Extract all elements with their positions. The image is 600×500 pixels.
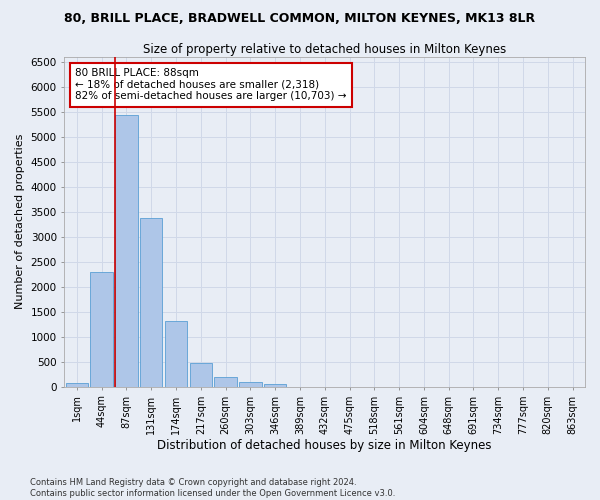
Bar xyxy=(264,384,286,387)
Bar xyxy=(65,383,88,387)
Y-axis label: Number of detached properties: Number of detached properties xyxy=(15,134,25,310)
Bar xyxy=(115,115,137,387)
Bar xyxy=(140,218,163,387)
Title: Size of property relative to detached houses in Milton Keynes: Size of property relative to detached ho… xyxy=(143,42,506,56)
Bar xyxy=(91,272,113,387)
Text: Contains HM Land Registry data © Crown copyright and database right 2024.
Contai: Contains HM Land Registry data © Crown c… xyxy=(30,478,395,498)
X-axis label: Distribution of detached houses by size in Milton Keynes: Distribution of detached houses by size … xyxy=(157,440,492,452)
Text: 80, BRILL PLACE, BRADWELL COMMON, MILTON KEYNES, MK13 8LR: 80, BRILL PLACE, BRADWELL COMMON, MILTON… xyxy=(64,12,536,26)
Bar xyxy=(214,377,237,387)
Bar xyxy=(239,382,262,387)
Bar xyxy=(165,322,187,387)
Bar xyxy=(190,363,212,387)
Text: 80 BRILL PLACE: 88sqm
← 18% of detached houses are smaller (2,318)
82% of semi-d: 80 BRILL PLACE: 88sqm ← 18% of detached … xyxy=(75,68,346,102)
